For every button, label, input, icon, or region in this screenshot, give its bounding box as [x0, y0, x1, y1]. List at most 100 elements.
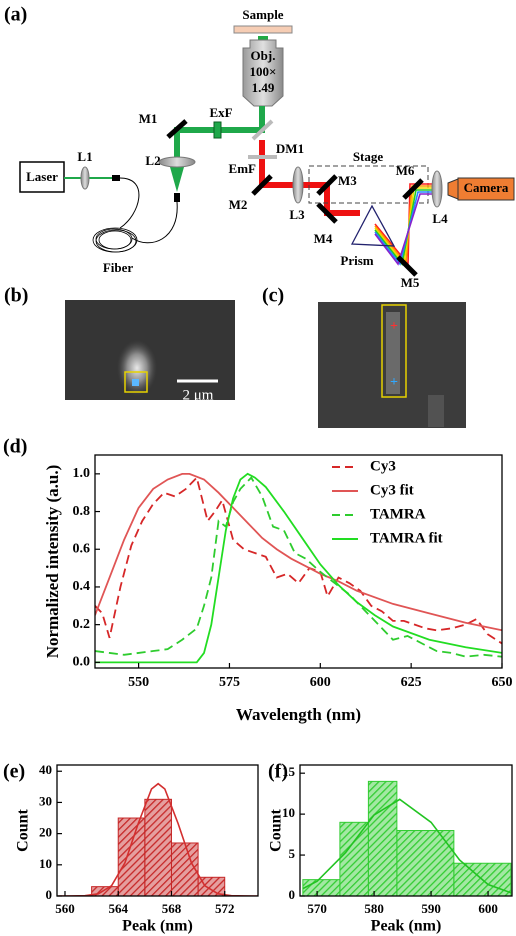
x-tick-label: 572 [215, 901, 235, 916]
prism [350, 204, 396, 247]
panel-label: (b) [4, 285, 28, 307]
roi [381, 304, 407, 398]
objective [242, 39, 284, 107]
fiber-end [174, 193, 180, 202]
data-line [95, 475, 502, 645]
spot [428, 395, 444, 427]
label: ExF [209, 105, 232, 120]
mirror [251, 174, 273, 196]
y-tick-label: 40 [39, 762, 52, 777]
axes-frame [94, 454, 503, 669]
lens [80, 166, 90, 190]
fit-line [302, 798, 512, 894]
y-tick-label: 5 [289, 846, 296, 861]
label: Stage [353, 149, 384, 164]
fiber-coil [92, 227, 138, 253]
marker: + [390, 319, 398, 334]
camera-lens [447, 178, 459, 200]
mirror [316, 202, 338, 224]
y-axis-label: Count [268, 808, 285, 851]
beam [258, 36, 268, 40]
y-tick-label: 0.4 [73, 579, 91, 594]
label: Fiber [103, 260, 134, 275]
plot-area [302, 780, 512, 896]
y-tick-label: 0 [46, 887, 53, 902]
x-tick-label: 600 [310, 675, 331, 690]
sample-slide [233, 25, 293, 34]
lens [292, 166, 304, 204]
label: 1.49 [252, 80, 275, 95]
image-c: (c) + + [262, 285, 466, 428]
x-tick-label: 550 [128, 675, 149, 690]
image-b: (b) 2 μm [4, 285, 235, 403]
y-tick-label: 1.0 [73, 466, 91, 481]
y-tick-label: 30 [39, 793, 52, 808]
histogram-bar [117, 817, 146, 896]
mirror [316, 174, 338, 196]
label: Laser [26, 169, 58, 184]
x-tick-label: 600 [478, 901, 498, 916]
setup-diagram: (a) Sample Obj. 100× 1.49 ExF M1 DM1 L2 … [4, 4, 515, 290]
label: DM1 [276, 141, 304, 156]
legend-label: TAMRA [370, 506, 426, 522]
legend-label: Cy3 fit [370, 482, 414, 498]
marker: + [390, 375, 398, 390]
fiber [119, 177, 178, 244]
lens [158, 156, 196, 168]
fiber-end [112, 175, 120, 181]
mirror [166, 119, 188, 139]
y-tick-label: 0.2 [73, 617, 91, 632]
histogram-bar [339, 821, 369, 896]
fit-line [58, 782, 258, 896]
histogram-bar [367, 780, 398, 896]
x-tick-label: 580 [364, 901, 384, 916]
panel-label: (f) [268, 761, 288, 783]
histogram-bar [302, 879, 341, 896]
label: M3 [338, 173, 357, 188]
y-axis-label: Normalized intensity (a.u.) [43, 465, 62, 659]
spot [117, 340, 157, 396]
label: L3 [289, 207, 305, 222]
label: Obj. [251, 48, 276, 63]
x-axis-label: Peak (nm) [371, 918, 442, 935]
panel-label: (d) [3, 436, 27, 458]
axes-frame [299, 764, 513, 897]
roi [124, 371, 148, 393]
x-tick-label: 568 [162, 901, 182, 916]
data-line [95, 476, 502, 658]
y-tick-label: 0.6 [73, 541, 91, 556]
data-line [95, 472, 502, 632]
panel-label: (c) [262, 285, 284, 307]
label: L4 [432, 211, 448, 226]
plot-area [58, 782, 258, 896]
y-tick-label: 10 [282, 805, 295, 820]
label: M4 [314, 231, 333, 246]
x-tick-label: 575 [219, 675, 240, 690]
x-tick-label: 570 [307, 901, 327, 916]
y-tick-label: 0.0 [73, 655, 91, 670]
camera [457, 177, 515, 201]
axes-frame [56, 764, 259, 897]
x-tick-label: 625 [401, 675, 422, 690]
mirror [251, 119, 274, 141]
y-tick-label: 20 [39, 825, 52, 840]
marker [132, 379, 139, 386]
label: M6 [396, 163, 415, 178]
plot-area [95, 472, 502, 664]
y-tick-label: 10 [39, 856, 52, 871]
mirror [396, 255, 418, 277]
histogram-bar [396, 830, 455, 896]
panel-label: (e) [3, 761, 25, 783]
label: Camera [464, 180, 509, 195]
scale-bar-label: 2 μm [183, 387, 214, 403]
filter [213, 121, 222, 139]
label: L2 [145, 153, 160, 168]
y-tick-label: 0 [289, 887, 296, 902]
x-tick-label: 650 [492, 675, 513, 690]
panel-label: (a) [4, 4, 27, 26]
x-tick-label: 564 [108, 901, 128, 916]
label: L1 [77, 149, 92, 164]
laser [19, 161, 65, 193]
